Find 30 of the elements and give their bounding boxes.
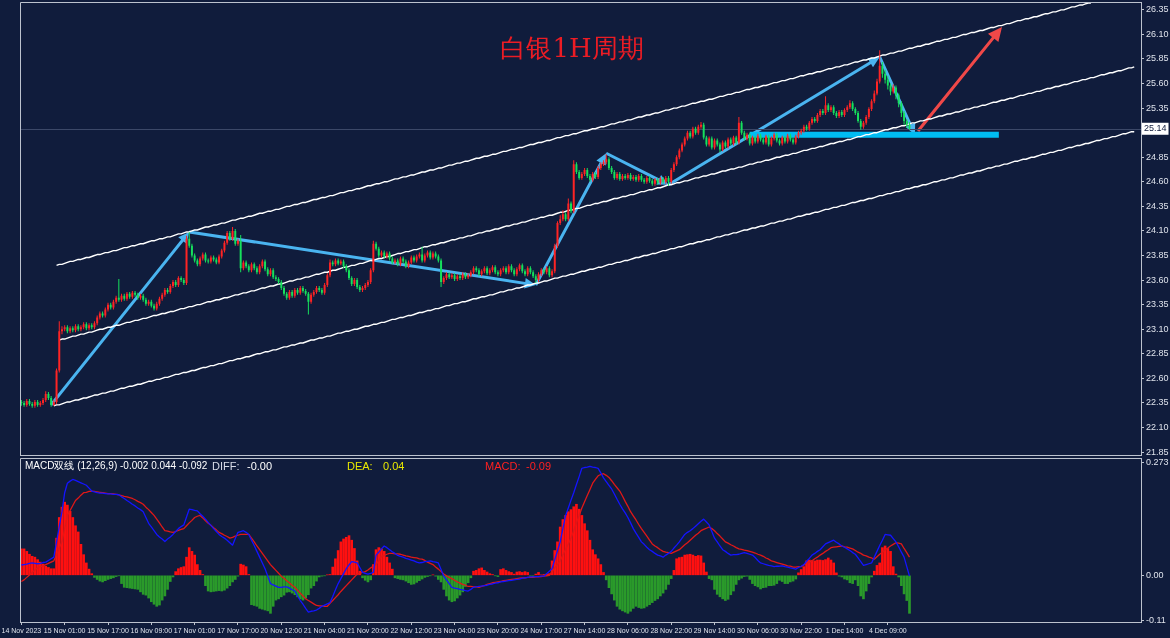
y-tick-label: 24.60	[1146, 176, 1169, 187]
y-tick-label: 21.85	[1146, 446, 1169, 457]
y-tick-label: 22.60	[1146, 372, 1169, 383]
y-tick-label: 22.85	[1146, 348, 1169, 359]
chart-title: MACD双线 (12,26,9) -0.002 0.044 -0.092	[25, 460, 208, 471]
y-tick-label: 23.60	[1146, 274, 1169, 285]
y-tick-label: 26.10	[1146, 28, 1169, 39]
y-tick-label: 24.35	[1146, 200, 1169, 211]
y-tick-label: 24.10	[1146, 225, 1169, 236]
annotation: DIFF:	[212, 460, 240, 473]
y-tick-label: 0.273	[1146, 457, 1169, 468]
y-tick-label: 26.35	[1146, 4, 1169, 15]
annotation: -0.00	[247, 460, 273, 473]
y-tick-label: 23.35	[1146, 299, 1169, 310]
y-tick-label: -0.11	[1146, 615, 1166, 626]
y-tick-label: 24.85	[1146, 151, 1169, 162]
y-tick-label: 23.85	[1146, 250, 1169, 261]
annotation: 0.04	[383, 460, 405, 473]
annotation: DEA:	[347, 460, 373, 473]
y-tick-label: 25.85	[1146, 53, 1169, 64]
annotation: MACD:	[485, 460, 521, 473]
annotation: -0.09	[526, 460, 552, 473]
text: 白银1H周期	[500, 33, 644, 63]
y-tick-label: 25.60	[1146, 78, 1169, 89]
y-tick-label: 23.10	[1146, 323, 1169, 334]
y-tick-label: 22.35	[1146, 397, 1169, 408]
y-tick-label: 25.35	[1146, 102, 1169, 113]
y-tick-label: 22.10	[1146, 421, 1169, 432]
ref-line-label: 25.14	[1144, 123, 1167, 134]
y-tick-label: 0.00	[1146, 569, 1164, 580]
